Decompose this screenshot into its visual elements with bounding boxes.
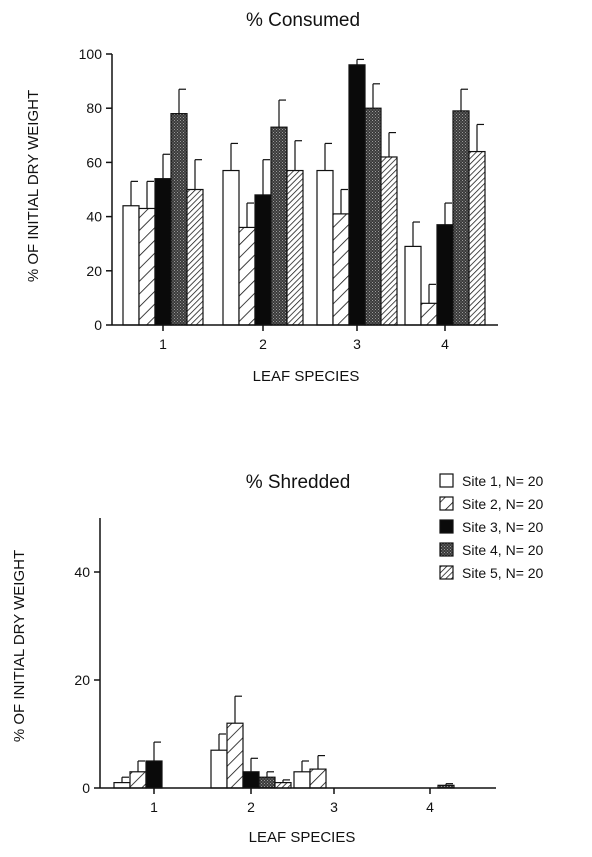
consumed-bar-site-4-species-2 <box>270 126 288 326</box>
shredded-bar-site-2-species-1 <box>129 771 147 789</box>
consumed-bar-site-1-species-3 <box>316 169 334 326</box>
shredded-y-ticks: 0 20 40 <box>74 564 100 796</box>
shredded-bar-site-4-species-2 <box>258 776 276 789</box>
shredded-bar-site-1-species-3 <box>293 771 311 789</box>
shredded-x-tick-label: 4 <box>426 799 434 815</box>
consumed-bar-site-3-species-2 <box>254 194 272 326</box>
consumed-bar-site-5-species-2 <box>286 169 304 326</box>
legend-swatch-site-3 <box>439 519 454 534</box>
legend-swatch-site-4 <box>439 542 454 557</box>
legend-label-site-3: Site 3, N= 20 <box>462 519 544 535</box>
consumed-bars <box>122 58 486 326</box>
shredded-bar-site-1-species-1 <box>113 781 131 789</box>
consumed-y-ticks: 0 20 40 60 80 100 <box>79 46 112 333</box>
consumed-x-tick-label: 2 <box>259 336 267 352</box>
consumed-chart: % Consumed % OF INITIAL DRY WEIGHT LEAF … <box>25 10 498 385</box>
shredded-y-tick-label: 40 <box>74 564 90 580</box>
shredded-bar-site-5-species-2 <box>274 781 292 789</box>
consumed-bar-site-1-species-4 <box>404 245 422 326</box>
shredded-x-ticks: 1 2 3 4 <box>150 788 434 815</box>
consumed-bar-site-2-species-3 <box>332 213 350 326</box>
shredded-bar-site-2-species-2 <box>226 722 244 789</box>
consumed-x-ticks: 1 2 3 4 <box>159 325 449 352</box>
consumed-y-tick-label: 20 <box>86 263 102 279</box>
consumed-bar-site-2-species-4 <box>420 302 438 326</box>
shredded-y-tick-label: 0 <box>82 780 90 796</box>
shredded-bar-site-3-species-2 <box>242 771 260 789</box>
consumed-bar-site-1-species-2 <box>222 169 240 326</box>
consumed-x-tick-label: 4 <box>441 336 449 352</box>
shredded-y-tick-label: 20 <box>74 672 90 688</box>
shredded-chart-title: % Shredded <box>246 472 351 493</box>
consumed-x-axis-label: LEAF SPECIES <box>253 368 360 385</box>
consumed-bar-site-2-species-1 <box>138 207 156 326</box>
consumed-bar-site-5-species-3 <box>380 156 398 326</box>
shredded-chart: % Shredded % OF INITIAL DRY WEIGHT LEAF … <box>11 472 544 846</box>
consumed-bar-site-5-species-1 <box>186 188 204 326</box>
consumed-y-tick-label: 80 <box>86 100 102 116</box>
legend-swatch-site-2 <box>439 496 454 511</box>
legend-label-site-1: Site 1, N= 20 <box>462 473 544 489</box>
shredded-bar-site-2-species-3 <box>309 768 327 789</box>
shredded-bars <box>113 695 455 789</box>
shredded-bar-site-3-species-1 <box>145 760 163 789</box>
consumed-bar-site-4-species-3 <box>364 107 382 326</box>
legend-label-site-4: Site 4, N= 20 <box>462 542 544 558</box>
legend-label-site-5: Site 5, N= 20 <box>462 565 544 581</box>
shredded-y-axis-label: % OF INITIAL DRY WEIGHT <box>11 550 28 742</box>
consumed-bar-site-5-species-4 <box>468 150 486 326</box>
consumed-bar-site-3-species-1 <box>154 178 172 326</box>
shredded-x-tick-label: 3 <box>330 799 338 815</box>
consumed-y-tick-label: 100 <box>79 46 103 62</box>
shredded-x-tick-label: 1 <box>150 799 158 815</box>
consumed-bar-site-3-species-3 <box>348 64 366 326</box>
shredded-x-tick-label: 2 <box>247 799 255 815</box>
consumed-x-tick-label: 1 <box>159 336 167 352</box>
legend: Site 1, N= 20 Site 2, N= 20 Site 3, N= 20 S… <box>439 473 544 581</box>
consumed-bar-site-3-species-4 <box>436 224 454 326</box>
consumed-x-tick-label: 3 <box>353 336 361 352</box>
consumed-bar-site-1-species-1 <box>122 205 140 326</box>
consumed-y-tick-label: 60 <box>86 154 102 170</box>
shredded-x-axis-label: LEAF SPECIES <box>249 829 356 846</box>
consumed-y-axis-label: % OF INITIAL DRY WEIGHT <box>25 90 42 282</box>
legend-swatch-site-1 <box>439 473 454 488</box>
shredded-bar-site-1-species-2 <box>210 749 228 789</box>
consumed-bar-site-2-species-2 <box>238 226 256 326</box>
consumed-bar-site-4-species-4 <box>452 110 470 326</box>
legend-swatch-site-5 <box>439 565 454 580</box>
legend-label-site-2: Site 2, N= 20 <box>462 496 544 512</box>
consumed-bar-site-4-species-1 <box>170 113 188 326</box>
consumed-y-tick-label: 40 <box>86 209 102 225</box>
consumed-y-tick-label: 0 <box>94 317 102 333</box>
consumed-chart-title: % Consumed <box>246 10 360 31</box>
